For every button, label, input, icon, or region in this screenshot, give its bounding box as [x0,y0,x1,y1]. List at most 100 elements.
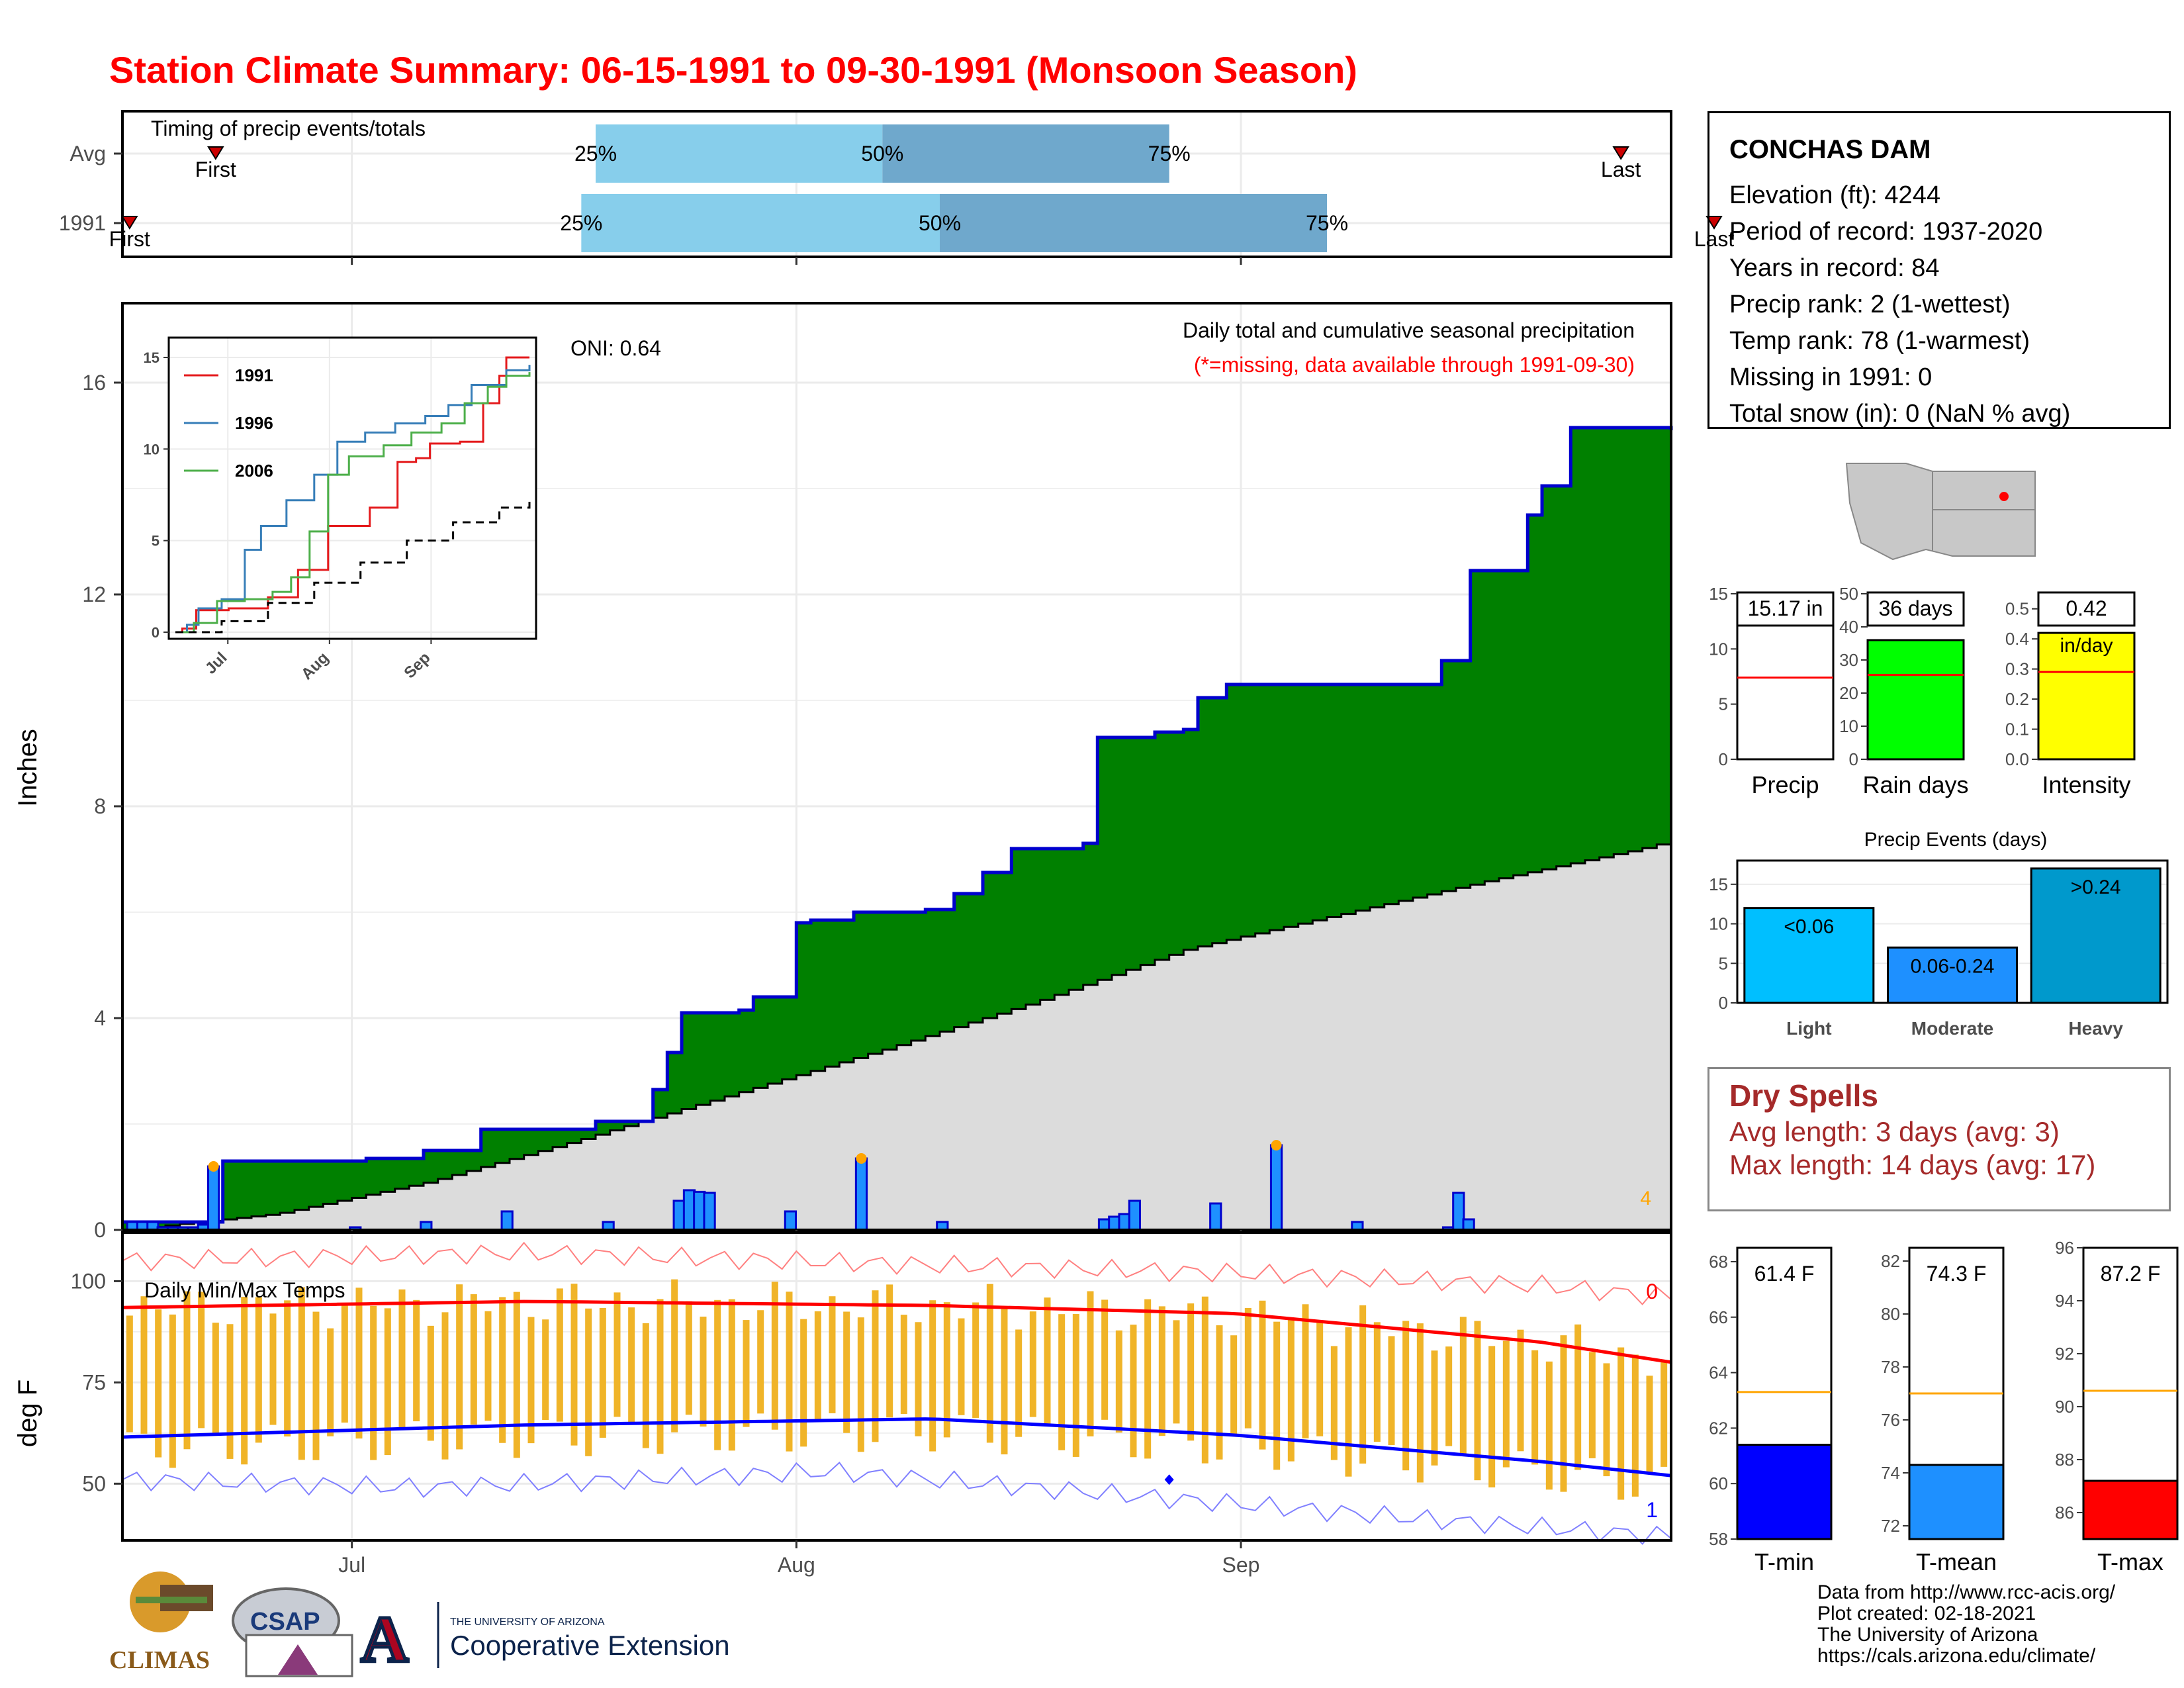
inset-legend-label: 1996 [235,413,273,433]
inset-frame [167,336,537,640]
timing-1991-q50-q75-bar [940,194,1327,252]
events-bar-label: >0.24 [2071,876,2121,898]
svg-text:Cooperative Extension: Cooperative Extension [450,1630,730,1661]
summary-bar-value-label: 36 days [1878,596,1952,620]
daily-temp-bar [370,1305,377,1460]
daily-temp-bar [1287,1319,1295,1462]
timing-1991-row-label: 1991 [59,211,106,235]
timing-avg-q75-label: 75% [1148,142,1191,165]
daily-precip-bar [703,1192,716,1231]
credit-line: The University of Arizona [1817,1624,2038,1646]
summary-bar-tick-label: 20 [1839,683,1858,703]
dry-spells-avg: Avg length: 3 days (avg: 3) [1729,1116,2060,1147]
daily-temp-bar [642,1323,649,1448]
events-ytick-label: 10 [1709,914,1728,934]
daily-precip-bar [1462,1218,1475,1231]
temp-bar-tick-label: 80 [1881,1304,1900,1324]
inset-legend-label: 2006 [235,461,273,481]
temp-content [122,1241,1672,1545]
temp-bar-tick-label: 68 [1709,1252,1728,1272]
daily-temp-bar [757,1310,764,1414]
events-border [1736,859,2169,1004]
daily-temp-bar [327,1328,334,1436]
daily-temp-bar [886,1284,893,1418]
timing-avg-row-label: Avg [69,142,106,165]
daily-precip-bar [854,1157,868,1231]
daily-temp-bar [1631,1354,1639,1497]
temp-ytick-label: 50 [82,1472,106,1495]
temp-bar-tick-label: 76 [1881,1410,1900,1430]
daily-temp-bar [155,1309,162,1458]
summary-bar-label-box [1736,591,1835,627]
climatology-area [122,841,1671,1230]
station-years: Years in record: 84 [1729,254,1940,282]
events-ytick-label: 0 [1719,993,1728,1013]
credit-line: https://cals.arizona.edu/climate/ [1817,1645,2096,1667]
temp-xtick-label: Sep [1222,1553,1260,1577]
daily-temp-bar [1044,1297,1051,1425]
timing-avg-first-marker [207,146,224,160]
station-location-map [1845,463,2036,561]
timing-1991-q25-label: 25% [560,211,602,235]
summary-bar-label-box [1866,591,1965,627]
daily-precip-bar [1209,1202,1222,1231]
precip-ytick-label: 8 [94,794,106,818]
station-info-box: CONCHAS DAM Elevation (ft): 4244 Period … [1707,111,2171,429]
daily-temp-bar [312,1311,320,1460]
daily-temp-bar [1488,1346,1496,1487]
daily-temp-bar [1646,1376,1653,1474]
events-ytick-label: 5 [1719,953,1728,973]
daily-temp-bar [614,1292,621,1417]
timing-avg-last-marker [1612,146,1629,160]
inset-ytick-label: 5 [152,533,159,549]
summary-bar-name: Rain days [1862,771,1968,798]
daily-temp-bar [1115,1330,1122,1433]
daily-temp-bar [1230,1335,1238,1436]
precip-panel: 0 4 8 12 16 Daily total and cumulative seaso… [13,302,1673,1242]
temp-bar-tick-label: 64 [1709,1363,1728,1383]
daily-temp-bar [341,1303,348,1423]
summary-bar-tick-label: 10 [1839,716,1858,736]
daily-precip-bar [500,1210,514,1231]
daily-temp-bar [140,1296,148,1434]
temp-bar-tick-label: 62 [1709,1418,1728,1438]
daily-precip-bar [1128,1199,1142,1231]
inset-border [167,336,537,640]
temp-bar [1736,1444,1833,1540]
daily-temp-bar [786,1291,793,1452]
events-category-label: Heavy [2068,1018,2123,1039]
precip-ytick-label: 0 [94,1218,106,1242]
inset-ytick-label: 0 [152,624,159,641]
daily-temp-bar [1316,1323,1324,1436]
precip-content [122,426,1673,1231]
precip-events-chart: Precip Events (days) <0.06 Light 0.06-0.24 M… [1709,829,2169,1039]
timing-content: 25% 50% 75% First Last Avg 25% 50% 75% First Last 1… [59,124,1734,265]
daily-temp-bar [1588,1352,1596,1458]
daily-temp-bar [829,1296,836,1413]
daily-temp-bar [1201,1296,1208,1464]
daily-temp-bar [943,1302,950,1438]
daily-temp-bar [929,1300,936,1452]
summary-bar-tick-label: 0.1 [2005,720,2029,739]
temp-bar-tick-label: 58 [1709,1529,1728,1549]
timing-1991-first-label: First [109,227,150,251]
daily-temp-bar [714,1299,721,1450]
inset-gridlines [169,338,536,639]
temp-bar-name: T-min [1754,1548,1814,1575]
ua-logo: A THE UNIVERSITY OF ARIZONA Cooperative … [359,1601,730,1678]
temp-bar-t-max: 87.2 F 86 88 90 92 94 96 T-max [2055,1238,2179,1575]
precip-ytick-label: 12 [82,583,106,606]
summary-bar [1866,639,1965,761]
climatology-line [122,841,1672,1231]
temp-axis: 50 75 100 Jul Aug Sep [71,1269,1260,1577]
daily-temp-bar [986,1284,993,1443]
daily-temp-bar [972,1302,979,1418]
dry-spells-title: Dry Spells [1729,1078,1878,1113]
timing-1991-q50-label: 50% [919,211,961,235]
daily-temp-bar [1144,1299,1152,1459]
daily-temp-bar [1373,1322,1381,1442]
summary-bar-tick-label: 0.3 [2005,659,2029,679]
temp-bar-value-label: 74.3 F [1927,1262,1987,1286]
station-elevation: Elevation (ft): 4244 [1729,181,1940,209]
dry-spells-box: Dry Spells Avg length: 3 days (avg: 3) M… [1707,1067,2171,1211]
